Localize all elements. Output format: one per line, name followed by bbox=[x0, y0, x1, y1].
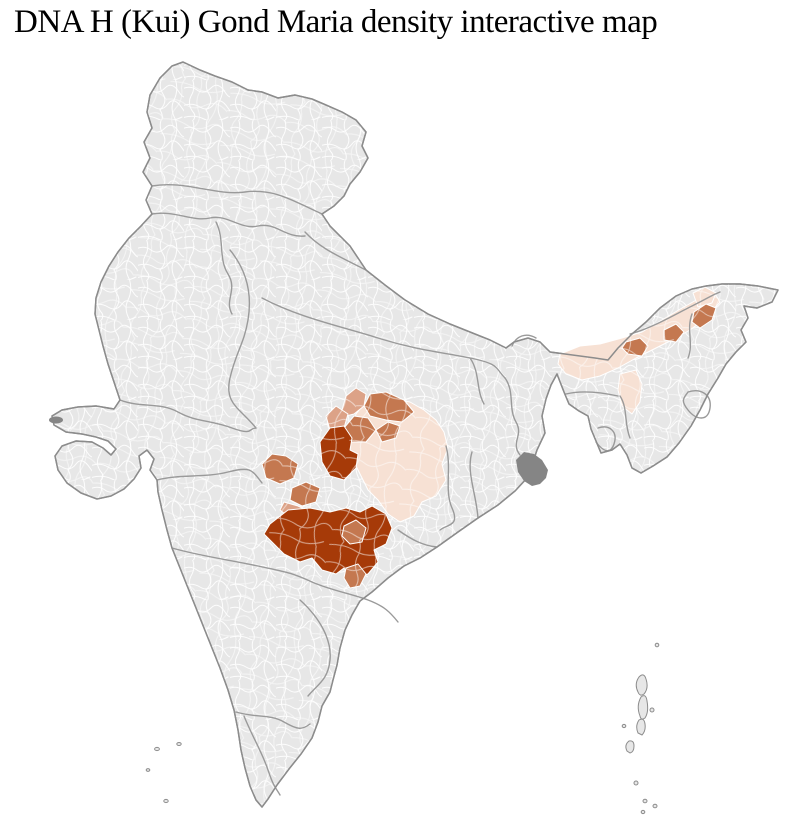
kori-creek-patch bbox=[49, 416, 63, 424]
state-borders bbox=[119, 184, 721, 796]
subdistrict-borders-overlay bbox=[52, 62, 778, 807]
page-title: DNA H (Kui) Gond Maria density interacti… bbox=[14, 4, 658, 40]
sundarbans-delta[interactable] bbox=[516, 452, 548, 486]
andaman-nicobar-islands[interactable] bbox=[621, 642, 660, 815]
lakshadweep-islands[interactable] bbox=[145, 742, 182, 804]
